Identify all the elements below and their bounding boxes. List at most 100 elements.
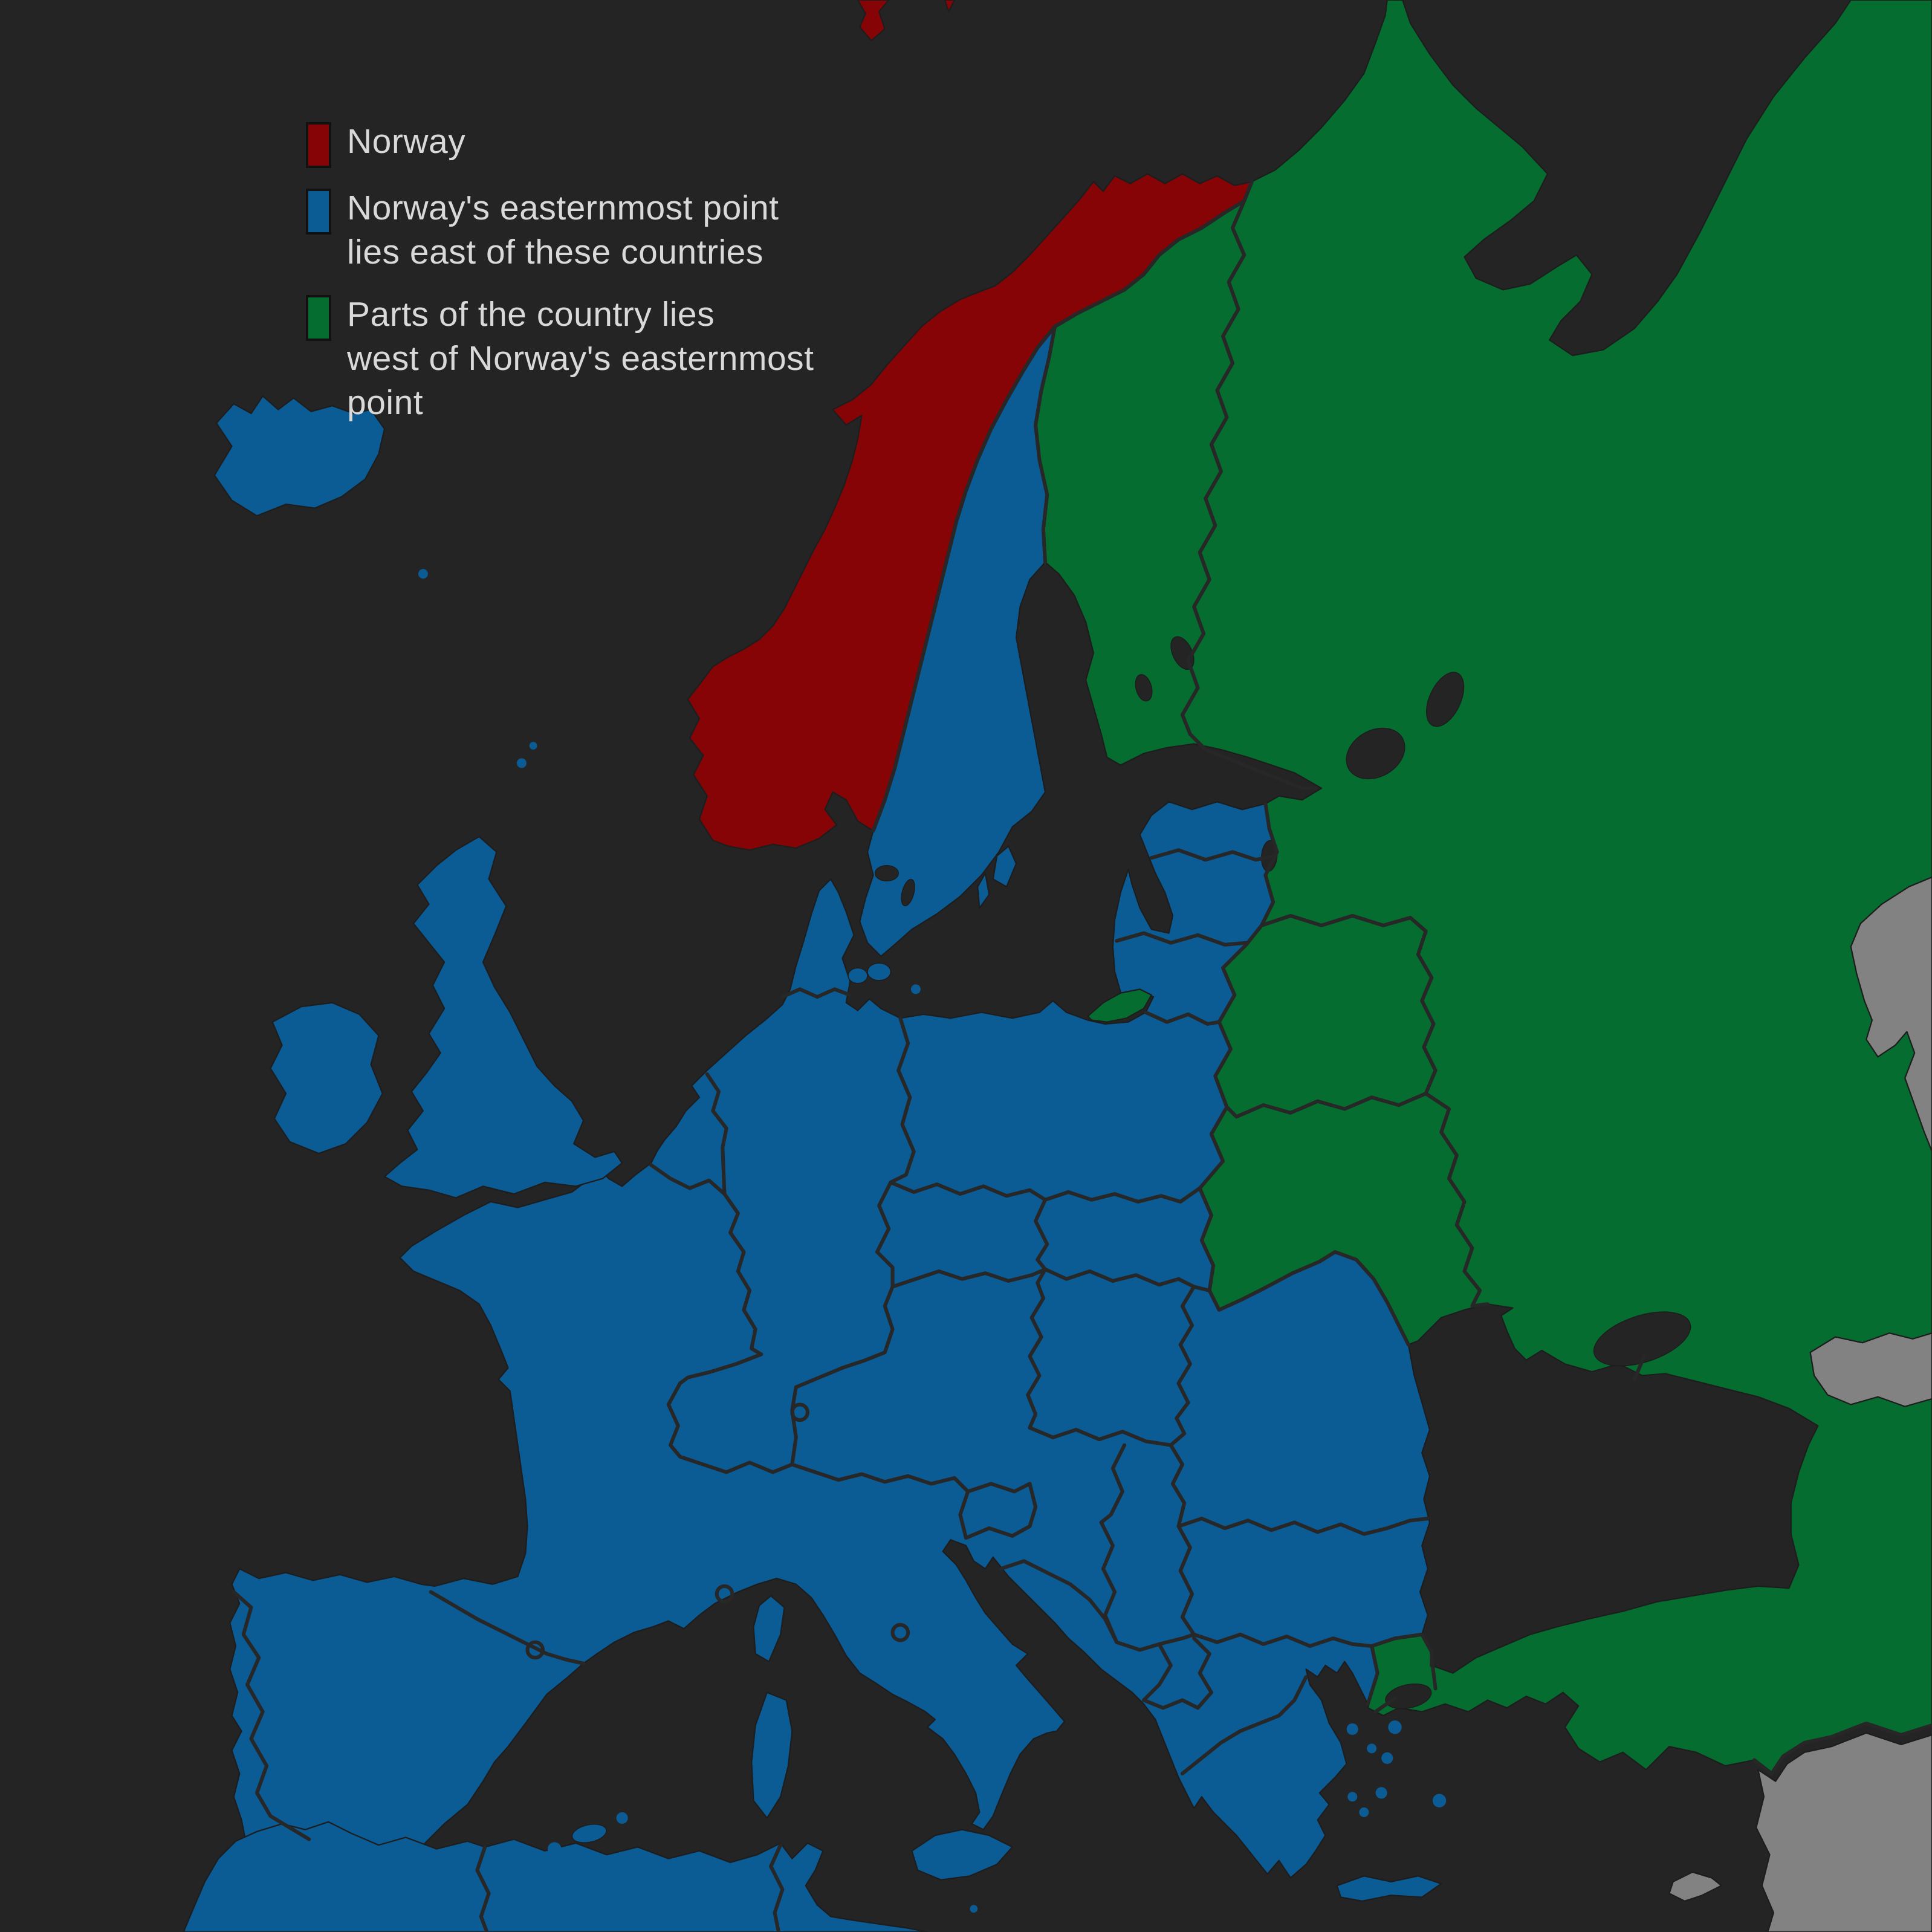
alps-south-border	[790, 1462, 970, 1494]
rhodes	[1432, 1794, 1447, 1807]
legend-row-west: Parts of the country lies west of Norway'…	[306, 293, 814, 425]
legend-label-norway: Norway	[347, 120, 465, 164]
kosovo-macedonia-border	[1192, 1636, 1213, 1710]
legend-row-east: Norway's easternmost point lies east of t…	[306, 186, 814, 274]
kerch-strait-border	[1632, 1354, 1646, 1381]
sicily	[911, 1829, 1013, 1881]
norway-swatch-icon	[306, 122, 331, 168]
east-swatch-icon	[306, 189, 331, 235]
monaco-circle	[715, 1584, 734, 1604]
legend-line: Parts of the country lies	[347, 295, 715, 334]
albania-macedonia-border	[1141, 1698, 1200, 1710]
slovenia-croatia-border	[964, 1482, 1038, 1540]
kaliningrad	[1087, 988, 1152, 1023]
poland-slovakia-border	[1043, 1186, 1202, 1204]
aegean-1	[1346, 1723, 1358, 1736]
svalbard	[857, 0, 890, 42]
andorra-circle	[525, 1640, 545, 1660]
lake-paijanne	[1135, 674, 1153, 702]
menorca	[616, 1812, 628, 1824]
sea-of-azov	[1593, 1311, 1691, 1367]
legend-line: Norway's easternmost point	[347, 189, 779, 227]
germany-poland-border	[889, 1016, 916, 1184]
legend-line: point	[347, 383, 424, 422]
west-swatch-icon	[306, 295, 331, 341]
bulgaria-greece-border	[1192, 1632, 1374, 1648]
hungary-romania-border	[1169, 1285, 1196, 1447]
faroe	[418, 569, 428, 579]
romania-bulgaria-border	[1176, 1517, 1430, 1536]
sea-of-marmara	[1385, 1683, 1432, 1710]
san-marino-circle	[890, 1622, 910, 1642]
continental-europe-blue	[229, 801, 1431, 1902]
albania-greece-border	[1180, 1675, 1308, 1775]
legend-label-east: Norway's easternmost point lies east of t…	[347, 186, 779, 274]
turkey-syria-border	[1752, 1721, 1932, 1775]
legend: Norway Norway's easternmost point lies ea…	[306, 120, 814, 425]
portugal-spain-border	[232, 1590, 311, 1841]
lithuania-poland-border	[1144, 1010, 1221, 1026]
germany-czechia-border	[875, 1180, 895, 1289]
netherlands-germany-border	[705, 1072, 728, 1196]
legend-line: Norway	[347, 122, 466, 161]
montenegro-albania-border	[1141, 1642, 1173, 1702]
france-switzerland-border	[666, 1381, 682, 1459]
aegean-2	[1367, 1743, 1377, 1754]
ibiza	[548, 1842, 562, 1856]
corsica	[753, 1595, 785, 1662]
croatia-serbia-border	[1099, 1443, 1127, 1525]
estonia-latvia-border	[1149, 848, 1277, 862]
legend-line: lies east of these countries	[347, 233, 763, 271]
funen	[848, 967, 868, 984]
serbia-bulgaria-border	[1176, 1524, 1196, 1636]
morocco-algeria-border	[475, 1845, 491, 1932]
aegean-3	[1332, 1749, 1342, 1759]
lake-onega	[1426, 672, 1465, 727]
oland	[977, 872, 990, 909]
lake-vattern	[901, 879, 915, 907]
serbia-romania-border	[1169, 1443, 1187, 1528]
cyclades-2	[1359, 1807, 1369, 1817]
spain-france-border	[429, 1590, 586, 1665]
aegean-4	[1375, 1787, 1387, 1799]
cyclades-1	[1347, 1792, 1358, 1802]
belarus-ukraine-border	[1225, 1091, 1428, 1119]
finland-russia-border	[1180, 199, 1318, 791]
czechia-poland-border	[889, 1180, 1048, 1202]
slovenia-italy-border	[958, 1490, 970, 1540]
slovakia-hungary-border	[1043, 1267, 1211, 1292]
czechia-slovakia-border	[1034, 1198, 1049, 1271]
denmark-germany-border	[780, 987, 852, 999]
lake-vanern	[874, 865, 899, 882]
germany-switzerland-border	[678, 1352, 763, 1386]
switzerland-austria-border	[790, 1385, 798, 1467]
norway-finland-border	[1052, 199, 1246, 329]
belarus-russia-border	[1259, 913, 1438, 1095]
gotland	[992, 845, 1017, 888]
norway-sweden-border	[871, 325, 1057, 833]
bornholm	[910, 984, 921, 994]
mallorca	[571, 1823, 607, 1844]
dardanelles-strait-border	[1373, 1696, 1397, 1714]
zealand	[867, 962, 892, 981]
algeria-tunisia-border	[769, 1843, 785, 1932]
norway-russia-border	[1242, 180, 1254, 203]
lesbos	[1388, 1720, 1402, 1734]
austria-slovakia-border	[1036, 1267, 1048, 1300]
liechtenstein-circle	[790, 1402, 809, 1422]
latvia-lithuania-border	[1115, 931, 1248, 947]
shetland-1	[516, 758, 527, 768]
legend-row-norway: Norway	[306, 120, 814, 168]
lake-ladoga	[1346, 727, 1405, 780]
bosnia-serbia-border	[1099, 1520, 1119, 1644]
ukraine-russia-border	[1424, 1091, 1490, 1308]
hungary-croatia-serbia-border	[1028, 1425, 1173, 1447]
kazakhstan	[1850, 876, 1932, 1152]
sardinia	[751, 1691, 793, 1819]
middle-east	[1755, 1732, 1932, 1932]
crete	[1336, 1875, 1442, 1902]
chios	[1381, 1752, 1393, 1764]
baltic-to-black-sea-edge-border	[1198, 802, 1410, 1347]
